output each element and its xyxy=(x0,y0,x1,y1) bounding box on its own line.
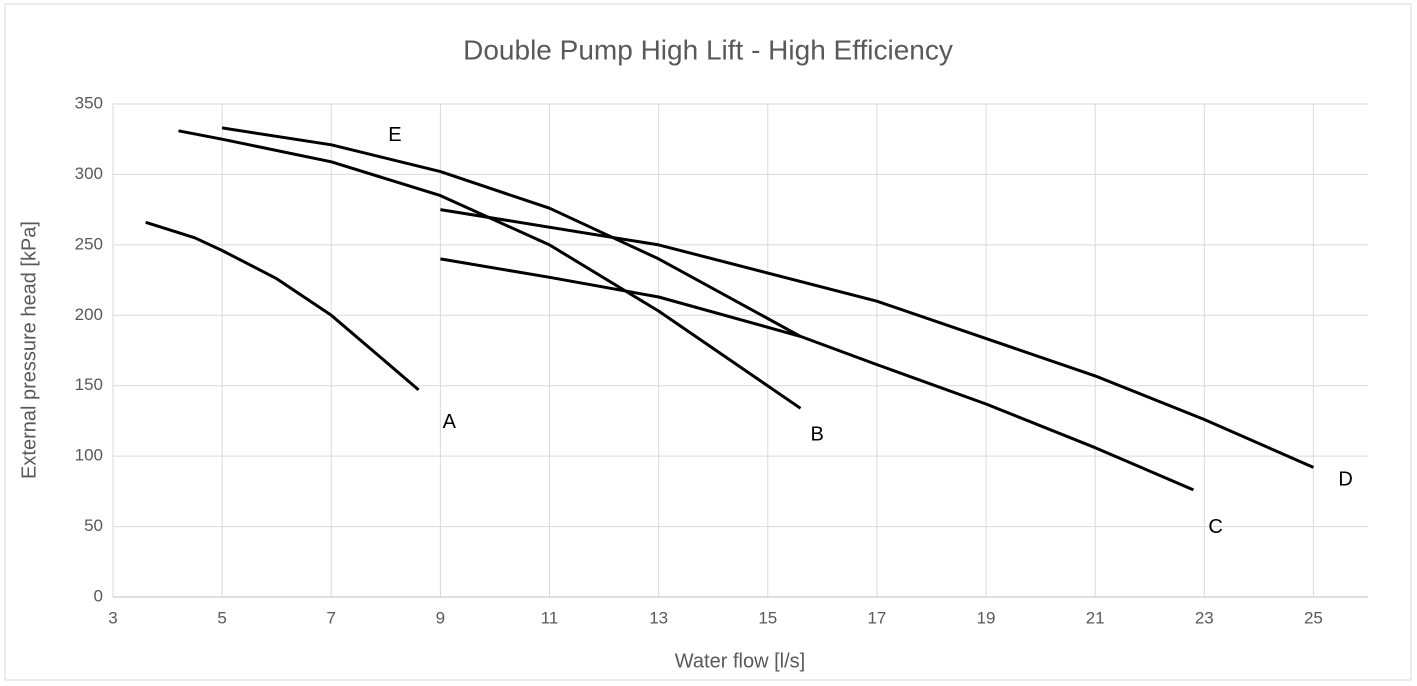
y-tick-label: 200 xyxy=(75,305,103,324)
series-line xyxy=(145,220,420,392)
y-tick-label: 0 xyxy=(94,586,103,605)
series-line xyxy=(440,208,1315,469)
x-tick-label: 5 xyxy=(217,608,226,627)
y-tick-label: 250 xyxy=(75,234,103,253)
series-label: A xyxy=(443,411,457,433)
y-tick-label: 100 xyxy=(75,446,103,465)
x-tick-label: 11 xyxy=(541,608,559,627)
series-line xyxy=(178,129,802,410)
x-tick-label: 7 xyxy=(327,608,336,627)
x-tick-label: 25 xyxy=(1304,608,1323,627)
x-tick-label: 15 xyxy=(758,608,777,627)
x-tick-label: 9 xyxy=(436,608,445,627)
x-tick-label: 23 xyxy=(1195,608,1214,627)
x-tick-label: 17 xyxy=(867,608,886,627)
y-tick-label: 50 xyxy=(84,516,103,535)
y-tick-label: 150 xyxy=(75,375,103,394)
y-tick-label: 300 xyxy=(75,164,103,183)
series-line xyxy=(221,126,802,338)
y-tick-label: 350 xyxy=(75,93,103,112)
x-tick-label: 3 xyxy=(108,608,117,627)
x-axis-label: Water flow [l/s] xyxy=(675,650,805,672)
chart-border xyxy=(4,3,1412,681)
x-tick-label: 13 xyxy=(649,608,668,627)
series-label: C xyxy=(1208,516,1222,538)
series-label: E xyxy=(388,124,401,146)
y-axis-label: External pressure head [kPa] xyxy=(18,221,40,479)
chart-title: Double Pump High Lift - High Efficiency xyxy=(463,34,953,65)
series-line xyxy=(440,257,1194,492)
x-tick-label: 21 xyxy=(1086,608,1105,627)
series-label: B xyxy=(811,424,824,446)
x-tick-label: 19 xyxy=(977,608,996,627)
series-label: D xyxy=(1338,469,1352,491)
